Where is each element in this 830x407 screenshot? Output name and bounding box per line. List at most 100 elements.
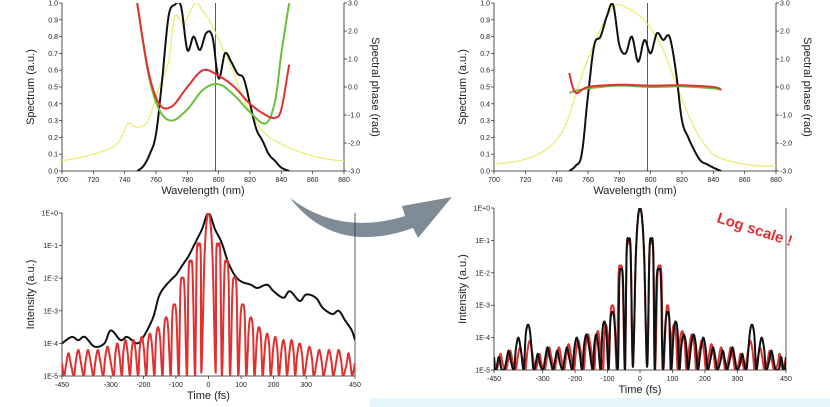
- series-line-red: [568, 72, 722, 95]
- y-tick-label: 1.0: [480, 1, 490, 8]
- y2-tick-label: 3.0: [780, 1, 790, 8]
- y2-tick-label: -3.0: [780, 169, 792, 176]
- y-tick-label: 0.8: [48, 34, 58, 41]
- x-axis-label: Wavelength (nm): [161, 185, 244, 197]
- y-tick-label: 0.3: [480, 118, 490, 125]
- x-tick-label: 760: [150, 177, 162, 184]
- chart-bl: -450 -300 -200 -100 0 100 200 300 450 1E-5 1E-4 1E-…: [25, 211, 361, 403]
- series-line-black: [62, 213, 355, 348]
- background-band: [370, 398, 830, 407]
- y-tick-label: 1E+0: [41, 211, 58, 218]
- y-tick-label: 0.4: [48, 101, 58, 108]
- y-tick-label: 0.4: [480, 101, 490, 108]
- x-tick-label: 100: [667, 376, 679, 383]
- y2-tick-label: -2.0: [348, 141, 360, 148]
- series-group: [62, 3, 344, 171]
- y2-tick-label: -2.0: [780, 141, 792, 148]
- series-group: [494, 208, 786, 370]
- series-group: [62, 213, 355, 376]
- y2-tick-label: 1.0: [348, 57, 358, 64]
- x-tick-label: 860: [739, 177, 751, 184]
- y-tick-label: 1E+0: [473, 206, 490, 213]
- x-tick-label: 740: [119, 177, 131, 184]
- series-line-red: [494, 208, 786, 370]
- x-tick-label: 800: [213, 177, 225, 184]
- y-tick-label: 0.0: [480, 169, 490, 176]
- y2-tick-label: 2.0: [780, 29, 790, 36]
- x-tick-label: -100: [169, 382, 183, 389]
- x-tick-label: 450: [349, 382, 361, 389]
- y-tick-label: 0.6: [480, 68, 490, 75]
- series-line-black: [568, 3, 722, 171]
- y-tick-label: 1E-5: [475, 368, 490, 375]
- series-line-yellow: [494, 3, 776, 167]
- log-scale-annotation: Log scale !: [715, 210, 795, 250]
- x-axis-label: Time (fs): [187, 390, 230, 402]
- transform-arrow: [290, 197, 452, 238]
- x-tick-label: 720: [519, 177, 531, 184]
- series-line-black: [136, 3, 290, 171]
- x-tick-label: 450: [780, 376, 792, 383]
- x-tick-label: 840: [707, 177, 719, 184]
- y-tick-label: 0.8: [480, 34, 490, 41]
- x-tick-label: -100: [601, 376, 615, 383]
- y-tick-label: 0.1: [48, 152, 58, 159]
- x-tick-label: 200: [268, 382, 280, 389]
- x-tick-label: 800: [645, 177, 657, 184]
- x-tick-label: 760: [582, 177, 594, 184]
- x-tick-label: 720: [87, 177, 99, 184]
- y2-tick-label: -3.0: [348, 169, 360, 176]
- x-tick-label: 780: [181, 177, 193, 184]
- y-tick-label: 0.9: [48, 17, 58, 24]
- y2-axis-label: Spectral phase (rad): [369, 37, 381, 137]
- y-tick-label: 1E-2: [43, 276, 58, 283]
- x-tick-label: 700: [56, 177, 68, 184]
- x-tick-label: 840: [275, 177, 287, 184]
- x-axis-label: Time (fs): [619, 384, 662, 396]
- curved-arrow-shape: [290, 197, 452, 238]
- y-tick-label: 0.2: [48, 135, 58, 142]
- series-group: [494, 3, 776, 171]
- y2-axis-label: Spectral phase (rad): [801, 37, 813, 137]
- y-axis-label: Spectrum (a.u.): [457, 49, 469, 125]
- y-tick-label: 0.5: [48, 85, 58, 92]
- x-tick-label: -200: [568, 376, 582, 383]
- y-axis-label: Intensity (a.u.): [25, 260, 37, 330]
- x-tick-label: 740: [551, 177, 563, 184]
- x-tick-label: 0: [638, 376, 642, 383]
- x-tick-label: -450: [55, 382, 69, 389]
- x-tick-label: 100: [235, 382, 247, 389]
- y-tick-label: 0.5: [480, 85, 490, 92]
- y2-tick-label: -1.0: [780, 113, 792, 120]
- x-tick-label: 0: [207, 382, 211, 389]
- y-tick-label: 0.7: [48, 51, 58, 58]
- x-tick-label: 820: [676, 177, 688, 184]
- y2-tick-label: 3.0: [348, 1, 358, 8]
- y-tick-label: 1E-1: [475, 238, 490, 245]
- x-tick-label: 200: [699, 376, 711, 383]
- chart-br: -450 -300 -200 -100 0 100 200 300 450 1E-5 1E-4 1E-…: [457, 206, 792, 397]
- x-tick-label: -300: [536, 376, 550, 383]
- charts-group: 700 720 740 760 780 800 820 840 860 880 0.0 0.1 0.2 0…: [25, 1, 813, 403]
- x-tick-label: 880: [770, 177, 782, 184]
- y-tick-label: 0.2: [480, 135, 490, 142]
- y-tick-label: 1E-3: [475, 303, 490, 310]
- y-axis-label: Intensity (a.u.): [457, 254, 469, 324]
- y-tick-label: 0.9: [480, 17, 490, 24]
- y2-tick-label: 2.0: [348, 29, 358, 36]
- y-tick-label: 0.1: [480, 152, 490, 159]
- chart-tr: 700 720 740 760 780 800 820 840 860 880 0.0 0.1 0.2 0…: [457, 1, 813, 198]
- series-line-yellow: [62, 3, 344, 162]
- y-axis-label: Spectrum (a.u.): [25, 49, 37, 125]
- x-tick-label: 880: [338, 177, 350, 184]
- series-line-red: [136, 3, 291, 120]
- y2-tick-label: 1.0: [780, 57, 790, 64]
- series-line-green: [136, 3, 291, 125]
- y-tick-label: 0.6: [48, 68, 58, 75]
- y2-tick-label: 0.0: [348, 85, 358, 92]
- y-tick-label: 1E-4: [43, 341, 58, 348]
- y-tick-label: 0.3: [48, 118, 58, 125]
- y-tick-label: 1.0: [48, 1, 58, 8]
- x-tick-label: -300: [104, 382, 118, 389]
